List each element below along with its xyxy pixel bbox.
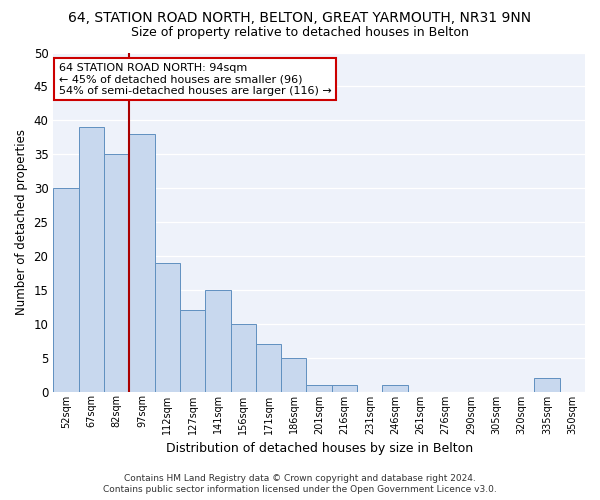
Bar [332,384,357,392]
Text: 64 STATION ROAD NORTH: 94sqm
← 45% of detached houses are smaller (96)
54% of se: 64 STATION ROAD NORTH: 94sqm ← 45% of de… [59,62,331,96]
Bar [281,358,307,392]
Bar [53,188,79,392]
Bar [129,134,155,392]
Text: Size of property relative to detached houses in Belton: Size of property relative to detached ho… [131,26,469,39]
Bar [79,127,104,392]
Bar [382,384,408,392]
Text: 64, STATION ROAD NORTH, BELTON, GREAT YARMOUTH, NR31 9NN: 64, STATION ROAD NORTH, BELTON, GREAT YA… [68,11,532,25]
Bar [230,324,256,392]
Bar [535,378,560,392]
Bar [180,310,205,392]
Bar [205,290,230,392]
Bar [104,154,129,392]
X-axis label: Distribution of detached houses by size in Belton: Distribution of detached houses by size … [166,442,473,455]
Bar [256,344,281,392]
Text: Contains HM Land Registry data © Crown copyright and database right 2024.
Contai: Contains HM Land Registry data © Crown c… [103,474,497,494]
Bar [307,384,332,392]
Y-axis label: Number of detached properties: Number of detached properties [15,129,28,315]
Bar [155,262,180,392]
